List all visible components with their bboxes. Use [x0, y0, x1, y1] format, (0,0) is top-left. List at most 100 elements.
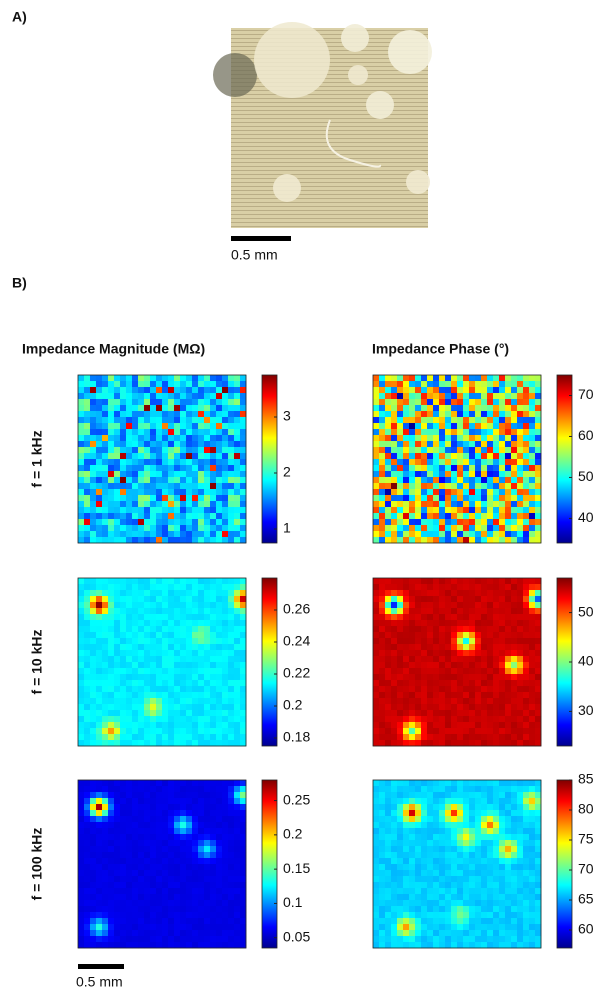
heatmap-cell [204, 740, 210, 746]
heatmap-cell [499, 816, 505, 822]
heatmap-cell [481, 495, 487, 501]
heatmap-cell [234, 614, 240, 620]
heatmap-cell [421, 453, 427, 459]
heatmap-cell [445, 918, 451, 924]
heatmap-cell [192, 882, 198, 888]
heatmap-cell [511, 525, 517, 531]
heatmap-cell [132, 638, 138, 644]
heatmap-cell [373, 429, 379, 435]
heatmap-cell [126, 810, 132, 816]
heatmap-cell [198, 429, 204, 435]
heatmap-cell [505, 477, 511, 483]
heatmap-cell [511, 894, 517, 900]
heatmap-cell [421, 834, 427, 840]
heatmap-cell [174, 519, 180, 525]
heatmap-cell [535, 387, 541, 393]
heatmap-cell [493, 740, 499, 746]
heatmap-cell [108, 858, 114, 864]
heatmap-cell [391, 840, 397, 846]
heatmap-cell [210, 495, 216, 501]
heatmap-cell [499, 602, 505, 608]
heatmap-cell [481, 602, 487, 608]
heatmap-cell [120, 704, 126, 710]
heatmap-cell [451, 387, 457, 393]
heatmap-cell [216, 638, 222, 644]
heatmap-cell [222, 465, 228, 471]
heatmap-cell [150, 686, 156, 692]
heatmap-cell [517, 882, 523, 888]
heatmap-cell [162, 882, 168, 888]
heatmap-cell [138, 846, 144, 852]
heatmap-cell [216, 525, 222, 531]
heatmap-cell [102, 632, 108, 638]
heatmap-cell [493, 477, 499, 483]
heatmap-cell [192, 489, 198, 495]
heatmap-cell [204, 834, 210, 840]
heatmap-cell [535, 423, 541, 429]
heatmap-cell [228, 656, 234, 662]
heatmap-cell [505, 704, 511, 710]
heatmap-cell [186, 846, 192, 852]
heatmap-cell [126, 537, 132, 543]
heatmap-cell [120, 828, 126, 834]
heatmap-cell [144, 531, 150, 537]
heatmap-cell [102, 537, 108, 543]
heatmap-cell [90, 417, 96, 423]
heatmap-cell [445, 429, 451, 435]
heatmap-cell [427, 608, 433, 614]
heatmap-cell [162, 423, 168, 429]
heatmap-cell [439, 662, 445, 668]
heatmap-cell [421, 686, 427, 692]
heatmap-cell [535, 644, 541, 650]
heatmap-cell [403, 870, 409, 876]
heatmap-cell [132, 876, 138, 882]
heatmap-cell [126, 930, 132, 936]
heatmap-cell [433, 644, 439, 650]
heatmap-cell [487, 686, 493, 692]
heatmap-cell [192, 918, 198, 924]
heatmap-cell [463, 435, 469, 441]
heatmap-cell [198, 710, 204, 716]
heatmap-cell [463, 918, 469, 924]
heatmap-cell [433, 900, 439, 906]
heatmap-cell [138, 810, 144, 816]
heatmap-cell [499, 453, 505, 459]
heatmap-cell [463, 495, 469, 501]
heatmap-cell [403, 483, 409, 489]
heatmap-cell [234, 674, 240, 680]
heatmap-cell [373, 584, 379, 590]
heatmap-cell [511, 846, 517, 852]
heatmap-cell [114, 692, 120, 698]
heatmap-cell [222, 710, 228, 716]
heatmap-cell [469, 906, 475, 912]
heatmap-cell [114, 740, 120, 746]
heatmap-cell [505, 393, 511, 399]
heatmap-cell [144, 828, 150, 834]
heatmap-cell [108, 852, 114, 858]
heatmap-cell [373, 525, 379, 531]
heatmap-cell [120, 459, 126, 465]
heatmap-cell [493, 704, 499, 710]
heatmap-cell [421, 477, 427, 483]
heatmap-cell [234, 846, 240, 852]
heatmap-cell [186, 662, 192, 668]
heatmap-cell [439, 930, 445, 936]
heatmap-cell [204, 828, 210, 834]
heatmap-cell [499, 686, 505, 692]
heatmap-cell [78, 650, 84, 656]
heatmap-cell [150, 656, 156, 662]
heatmap-cell [120, 662, 126, 668]
heatmap-cell [499, 423, 505, 429]
heatmap-cell [511, 638, 517, 644]
heatmap-cell [156, 804, 162, 810]
heatmap-cell [385, 590, 391, 596]
heatmap-cell [150, 644, 156, 650]
heatmap-cell [234, 734, 240, 740]
heatmap-cell [463, 417, 469, 423]
heatmap-cell [529, 870, 535, 876]
heatmap-cell [385, 816, 391, 822]
heatmap-cell [403, 900, 409, 906]
heatmap-cell [222, 662, 228, 668]
heatmap-cell [493, 912, 499, 918]
heatmap-cell [445, 906, 451, 912]
